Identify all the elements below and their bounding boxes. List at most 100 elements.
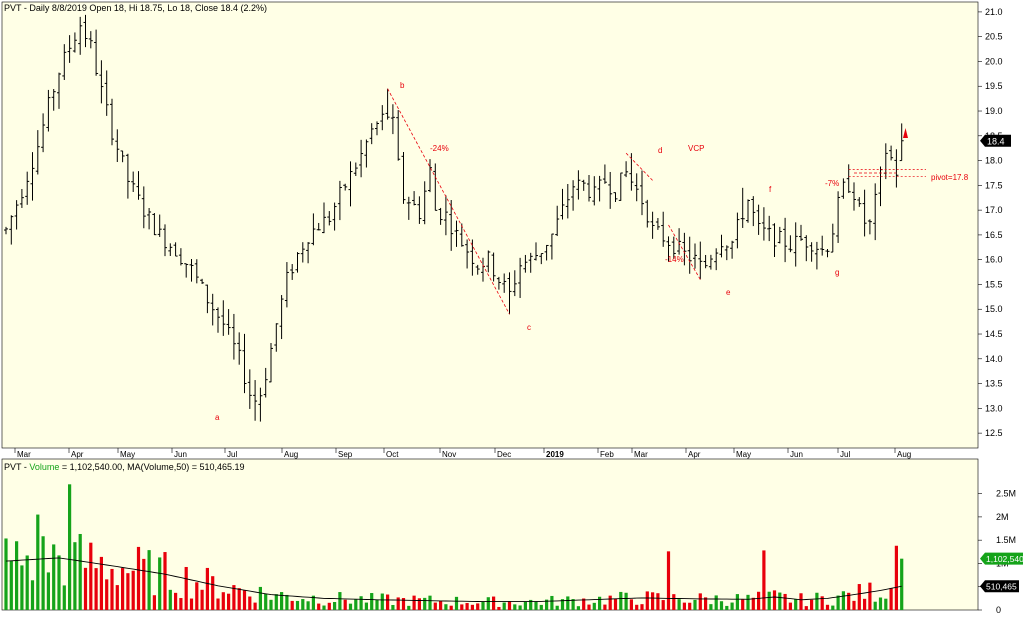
volume-bar [174, 592, 178, 610]
volume-bar [386, 594, 390, 610]
price-bar [231, 313, 236, 360]
price-tick-label: 19.5 [985, 81, 1003, 91]
annotation-label: pivot=17.8 [931, 173, 969, 182]
volume-panel-header: PVT - Volume = 1,102,540.00, MA(Volume,5… [4, 462, 245, 472]
time-tick-label: Feb [600, 450, 614, 459]
price-bar [804, 235, 809, 262]
price-bar [587, 174, 591, 202]
price-bar [115, 129, 120, 162]
volume-bar [661, 600, 665, 610]
volume-bar [449, 605, 453, 610]
volume-bar [677, 599, 681, 610]
volume-bar [751, 597, 755, 610]
volume-bar [370, 593, 374, 610]
swing-label-f: f [769, 185, 772, 194]
price-bar [836, 191, 841, 243]
price-bar [671, 236, 676, 259]
volume-bar [401, 598, 406, 610]
price-bar [221, 300, 226, 336]
time-tick-label: Aug [284, 450, 298, 459]
volume-bar [46, 572, 50, 610]
price-bar [35, 130, 40, 175]
price-bar [486, 250, 491, 273]
volume-bar [232, 585, 236, 610]
volume-bar [656, 593, 660, 610]
volume-bar [253, 602, 257, 610]
volume-bar [269, 599, 273, 610]
time-tick-label: Apr [688, 450, 701, 459]
volume-bar [714, 595, 718, 610]
volume-bar [666, 551, 671, 610]
volume-bar [635, 604, 639, 610]
price-bar [793, 222, 798, 267]
price-bar [433, 163, 438, 211]
volume-bar [280, 592, 284, 610]
volume-bar [343, 599, 347, 610]
price-bar [465, 239, 470, 269]
trend-line [625, 152, 653, 181]
volume-bar [841, 591, 845, 610]
volume-bar [290, 600, 294, 610]
volume-bar [507, 601, 512, 610]
volume-bar [327, 602, 331, 610]
volume-bar [412, 595, 416, 610]
volume-bar [730, 602, 734, 610]
volume-bar [25, 555, 29, 610]
price-bar [322, 202, 326, 234]
volume-bar [825, 604, 830, 610]
volume-bar [476, 603, 480, 610]
price-bar [549, 233, 554, 260]
volume-bar [73, 542, 77, 610]
price-bar [25, 171, 30, 205]
volume-bar [99, 556, 103, 610]
volume-bar [264, 593, 268, 610]
price-bar [263, 367, 268, 398]
trend-line [668, 224, 701, 280]
volume-bar [333, 602, 337, 610]
price-bar [332, 202, 337, 231]
time-tick-label: Jun [790, 450, 803, 459]
volume-bar [884, 598, 888, 610]
price-tick-label: 18.0 [985, 156, 1003, 166]
volume-bar [41, 536, 45, 610]
volume-bar [709, 604, 713, 610]
volume-bar [624, 592, 628, 610]
last-volume-tag [980, 552, 1023, 565]
price-bar [412, 191, 417, 206]
price-bar [306, 242, 311, 264]
price-bar [687, 236, 692, 274]
volume-bar [852, 600, 856, 610]
price-bar [873, 183, 878, 241]
volume-bar [274, 594, 278, 610]
price-bar [353, 162, 358, 176]
volume-bars [4, 484, 904, 610]
volume-bar [4, 538, 8, 610]
volume-bar [804, 606, 808, 610]
price-tick-label: 16.0 [985, 255, 1003, 265]
price-bar [761, 207, 766, 241]
volume-bar [704, 597, 708, 610]
volume-bar [873, 601, 877, 610]
volume-bar [15, 541, 19, 610]
volume-bar [672, 594, 676, 610]
volume-bar [295, 600, 300, 610]
time-tick-label: May [120, 450, 135, 459]
price-bar [380, 105, 385, 131]
price-tick-label: 17.5 [985, 180, 1003, 190]
volume-bar [592, 602, 596, 610]
price-bar [279, 295, 284, 340]
price-bar [899, 123, 904, 162]
price-bar [655, 218, 660, 230]
price-bar [216, 307, 220, 333]
volume-bar [529, 599, 533, 610]
price-bar [852, 182, 856, 211]
price-bar [571, 180, 576, 211]
volume-bar [523, 601, 527, 610]
price-bar [894, 149, 899, 188]
price-bar [157, 214, 162, 237]
volume-bar [338, 592, 342, 610]
price-bar [125, 153, 130, 199]
volume-bar [433, 602, 437, 610]
price-bar [576, 170, 581, 200]
volume-bar [470, 604, 474, 610]
